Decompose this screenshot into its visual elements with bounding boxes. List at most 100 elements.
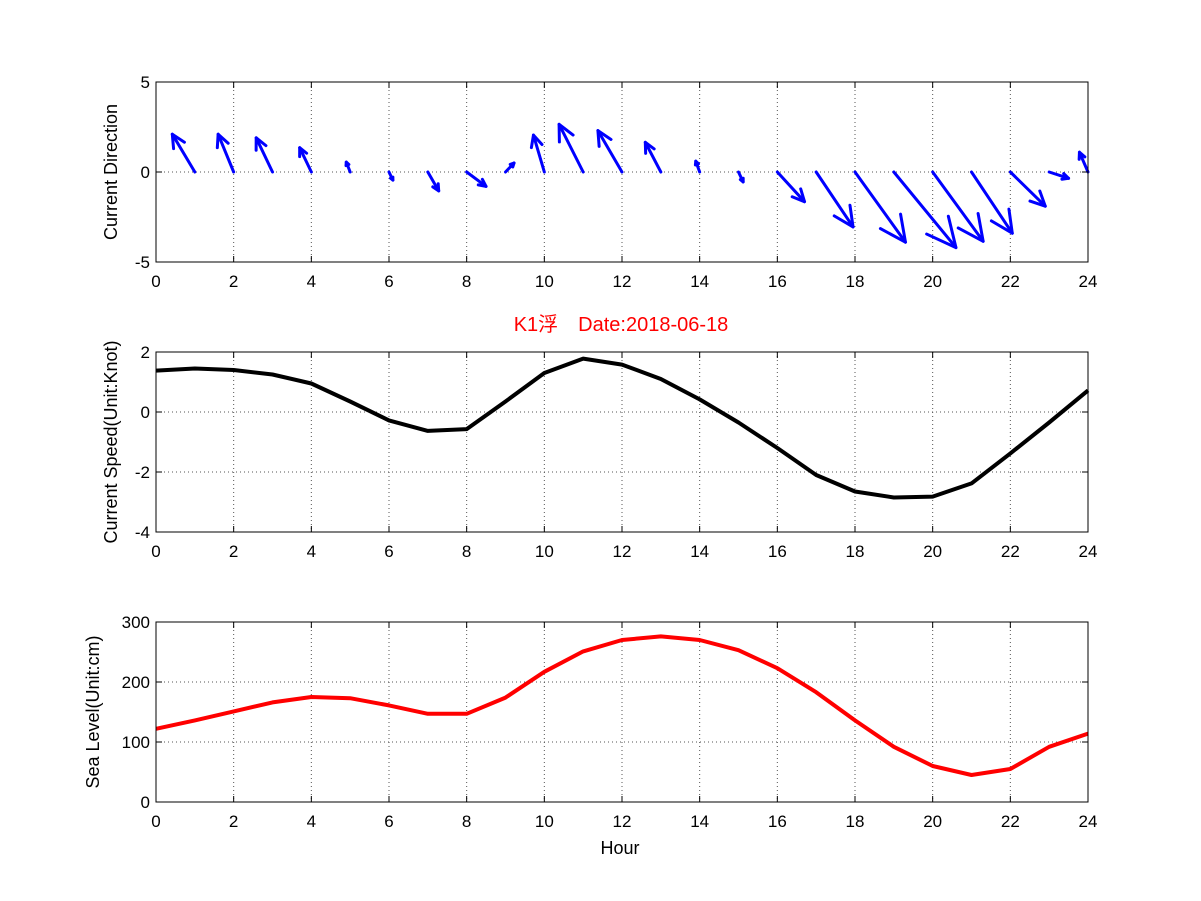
current-vector <box>1047 170 1071 181</box>
y-tick-label: -4 <box>135 523 150 542</box>
x-tick-label: 20 <box>923 542 942 561</box>
current-vector <box>737 170 745 184</box>
vector-shaft <box>892 170 958 250</box>
vector-arrowhead <box>170 132 186 151</box>
x-tick-label: 16 <box>768 542 787 561</box>
x-tick-label: 24 <box>1079 812 1098 831</box>
x-tick-label: 8 <box>462 542 471 561</box>
current-vector <box>1077 150 1090 174</box>
current-vector <box>504 161 516 174</box>
y-tick-label: 2 <box>141 343 150 362</box>
vector-arrowhead <box>878 212 907 244</box>
current-vector <box>529 133 546 174</box>
x-tick-label: 12 <box>613 542 632 561</box>
current-vector <box>853 170 907 244</box>
vector-arrowhead <box>989 207 1014 235</box>
vector-arrowhead <box>344 160 351 168</box>
x-axis-label: Hour <box>600 838 639 858</box>
vector-shaft <box>1008 170 1047 208</box>
y-axis-label: Sea Level(Unit:cm) <box>83 635 103 788</box>
vector-arrowhead <box>1060 172 1071 181</box>
x-tick-label: 20 <box>923 812 942 831</box>
x-tick-label: 6 <box>384 542 393 561</box>
x-tick-label: 14 <box>690 542 709 561</box>
x-tick-label: 18 <box>846 542 865 561</box>
vector-arrowhead <box>790 187 807 204</box>
vector-arrowhead <box>738 176 745 184</box>
y-tick-label: 200 <box>122 673 150 692</box>
x-tick-label: 10 <box>535 812 554 831</box>
x-tick-label: 22 <box>1001 542 1020 561</box>
current-vector <box>892 170 958 250</box>
vector-arrowhead <box>956 211 985 243</box>
current-vector <box>970 170 1014 235</box>
y-tick-label: 0 <box>141 163 150 182</box>
vector-shaft <box>775 170 807 204</box>
x-tick-label: 6 <box>384 272 393 291</box>
x-tick-label: 14 <box>690 272 709 291</box>
current-vector <box>170 132 197 174</box>
vector-shaft <box>170 132 197 174</box>
vector-shaft <box>465 170 488 188</box>
x-tick-label: 22 <box>1001 272 1020 291</box>
current-vector <box>426 170 441 193</box>
current-vector <box>254 136 274 174</box>
current-vector <box>1008 170 1047 208</box>
vector-shaft <box>643 140 663 174</box>
vector-arrowhead <box>832 203 855 229</box>
x-tick-label: 10 <box>535 542 554 561</box>
vector-arrowhead <box>596 129 613 148</box>
x-tick-label: 8 <box>462 272 471 291</box>
x-tick-label: 4 <box>307 272 316 291</box>
y-tick-label: -5 <box>135 253 150 272</box>
vector-arrowhead <box>1028 189 1047 208</box>
vector-shaft <box>216 132 236 174</box>
x-tick-label: 2 <box>229 812 238 831</box>
x-tick-label: 16 <box>768 272 787 291</box>
current-vector <box>344 160 352 174</box>
vector-arrowhead <box>298 146 309 159</box>
x-tick-label: 4 <box>307 812 316 831</box>
vector-arrowhead <box>1077 150 1087 161</box>
vector-shaft <box>931 170 985 243</box>
x-tick-label: 14 <box>690 812 709 831</box>
x-tick-label: 4 <box>307 542 316 561</box>
current-vector <box>814 170 855 229</box>
current-vector <box>931 170 985 243</box>
vector-arrowhead <box>529 133 544 150</box>
y-tick-label: 5 <box>141 73 150 92</box>
vector-shaft <box>254 136 274 174</box>
vector-shaft <box>426 170 441 193</box>
y-axis-label: Current Speed(Unit:Knot) <box>101 340 121 543</box>
vector-arrowhead <box>431 182 441 193</box>
x-tick-label: 12 <box>613 272 632 291</box>
vector-shaft <box>298 146 313 174</box>
x-tick-label: 8 <box>462 812 471 831</box>
current-vector <box>465 170 488 188</box>
vector-shaft <box>1077 150 1090 174</box>
vector-arrowhead <box>215 132 230 150</box>
x-tick-label: 22 <box>1001 812 1020 831</box>
current-vector <box>643 140 663 174</box>
series-line <box>155 356 1090 500</box>
current-vector <box>775 170 807 204</box>
current-vector <box>557 122 585 174</box>
vector-arrowhead <box>508 161 516 169</box>
current-vector <box>215 132 236 174</box>
vector-arrowhead <box>925 214 958 250</box>
x-tick-label: 10 <box>535 272 554 291</box>
vector-arrowhead <box>693 159 700 167</box>
vector-arrowhead <box>557 122 575 144</box>
x-tick-label: 2 <box>229 272 238 291</box>
vector-shaft <box>531 133 546 174</box>
x-tick-label: 0 <box>151 812 160 831</box>
x-tick-label: 2 <box>229 542 238 561</box>
y-tick-label: 100 <box>122 733 150 752</box>
current-vector <box>387 170 395 182</box>
x-tick-label: 20 <box>923 272 942 291</box>
x-tick-label: 6 <box>384 812 393 831</box>
current-vector <box>298 146 313 174</box>
